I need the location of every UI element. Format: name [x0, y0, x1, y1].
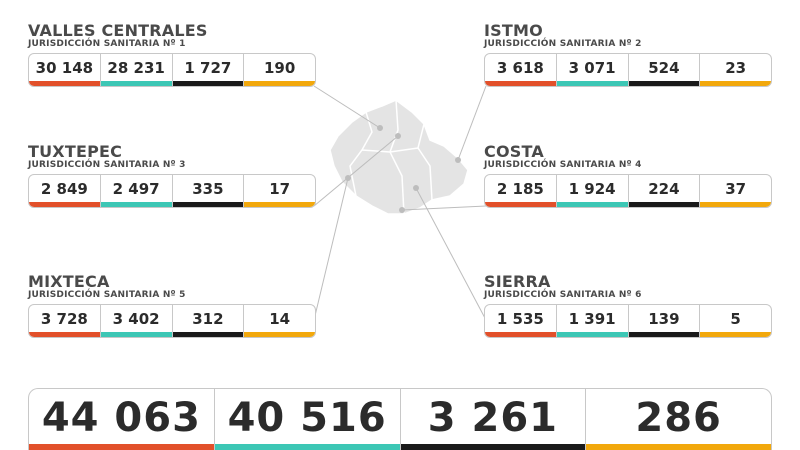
region-stats: 2 849 2 497 335 17 [28, 174, 316, 208]
region-stats: 2 185 1 924 224 37 [484, 174, 772, 208]
stat-recovered: 2 497 [100, 175, 173, 207]
region-name: COSTA [484, 142, 544, 161]
region-jurisdiction: JURISDICCIÓN SANITARIA Nº 2 [484, 39, 642, 49]
total-deaths: 286 [586, 389, 771, 450]
stat-recovered: 1 924 [556, 175, 629, 207]
stat-active: 224 [628, 175, 701, 207]
connector-dots [345, 125, 461, 213]
region-valles-centrales: VALLES CENTRALES JURISDICCIÓN SANITARIA … [28, 22, 316, 87]
region-jurisdiction: JURISDICCIÓN SANITARIA Nº 3 [28, 160, 186, 170]
region-name: SIERRA [484, 272, 551, 291]
region-costa: COSTA JURISDICCIÓN SANITARIA Nº 4 2 185 … [484, 143, 772, 208]
stat-cases: 3 618 [485, 54, 557, 86]
region-jurisdiction: JURISDICCIÓN SANITARIA Nº 5 [28, 290, 186, 300]
region-stats: 3 618 3 071 524 23 [484, 53, 772, 87]
stat-cases: 3 728 [29, 305, 101, 337]
region-name: TUXTEPEC [28, 142, 123, 161]
region-stats: 30 148 28 231 1 727 190 [28, 53, 316, 87]
region-jurisdiction: JURISDICCIÓN SANITARIA Nº 6 [484, 290, 642, 300]
stat-cases: 2 185 [485, 175, 557, 207]
region-sierra: SIERRA JURISDICCIÓN SANITARIA Nº 6 1 535… [484, 273, 772, 338]
total-recovered: 40 516 [214, 389, 401, 450]
total-active: 3 261 [400, 389, 587, 450]
stat-active: 1 727 [172, 54, 245, 86]
stat-recovered: 3 402 [100, 305, 173, 337]
stat-deaths: 5 [700, 305, 771, 337]
stat-deaths: 37 [700, 175, 771, 207]
map-shape [329, 99, 469, 215]
stat-deaths: 14 [244, 305, 315, 337]
region-stats: 1 535 1 391 139 5 [484, 304, 772, 338]
region-istmo: ISTMO JURISDICCIÓN SANITARIA Nº 2 3 618 … [484, 22, 772, 87]
stat-active: 139 [628, 305, 701, 337]
stat-active: 524 [628, 54, 701, 86]
stat-active: 312 [172, 305, 245, 337]
connector-lines [313, 85, 487, 321]
region-jurisdiction: JURISDICCIÓN SANITARIA Nº 1 [28, 39, 186, 49]
stat-deaths: 190 [244, 54, 315, 86]
region-jurisdiction: JURISDICCIÓN SANITARIA Nº 4 [484, 160, 642, 170]
stat-active: 335 [172, 175, 245, 207]
region-name: MIXTECA [28, 272, 110, 291]
stat-cases: 2 849 [29, 175, 101, 207]
totals-bar: 44 063 40 516 3 261 286 [28, 388, 772, 450]
total-cases: 44 063 [29, 389, 215, 450]
region-name: VALLES CENTRALES [28, 21, 208, 40]
stat-recovered: 1 391 [556, 305, 629, 337]
stat-recovered: 28 231 [100, 54, 173, 86]
stat-cases: 1 535 [485, 305, 557, 337]
stat-deaths: 23 [700, 54, 771, 86]
stat-recovered: 3 071 [556, 54, 629, 86]
stat-cases: 30 148 [29, 54, 101, 86]
region-stats: 3 728 3 402 312 14 [28, 304, 316, 338]
stat-deaths: 17 [244, 175, 315, 207]
region-tuxtepec: TUXTEPEC JURISDICCIÓN SANITARIA Nº 3 2 8… [28, 143, 316, 208]
region-name: ISTMO [484, 21, 543, 40]
region-mixteca: MIXTECA JURISDICCIÓN SANITARIA Nº 5 3 72… [28, 273, 316, 338]
